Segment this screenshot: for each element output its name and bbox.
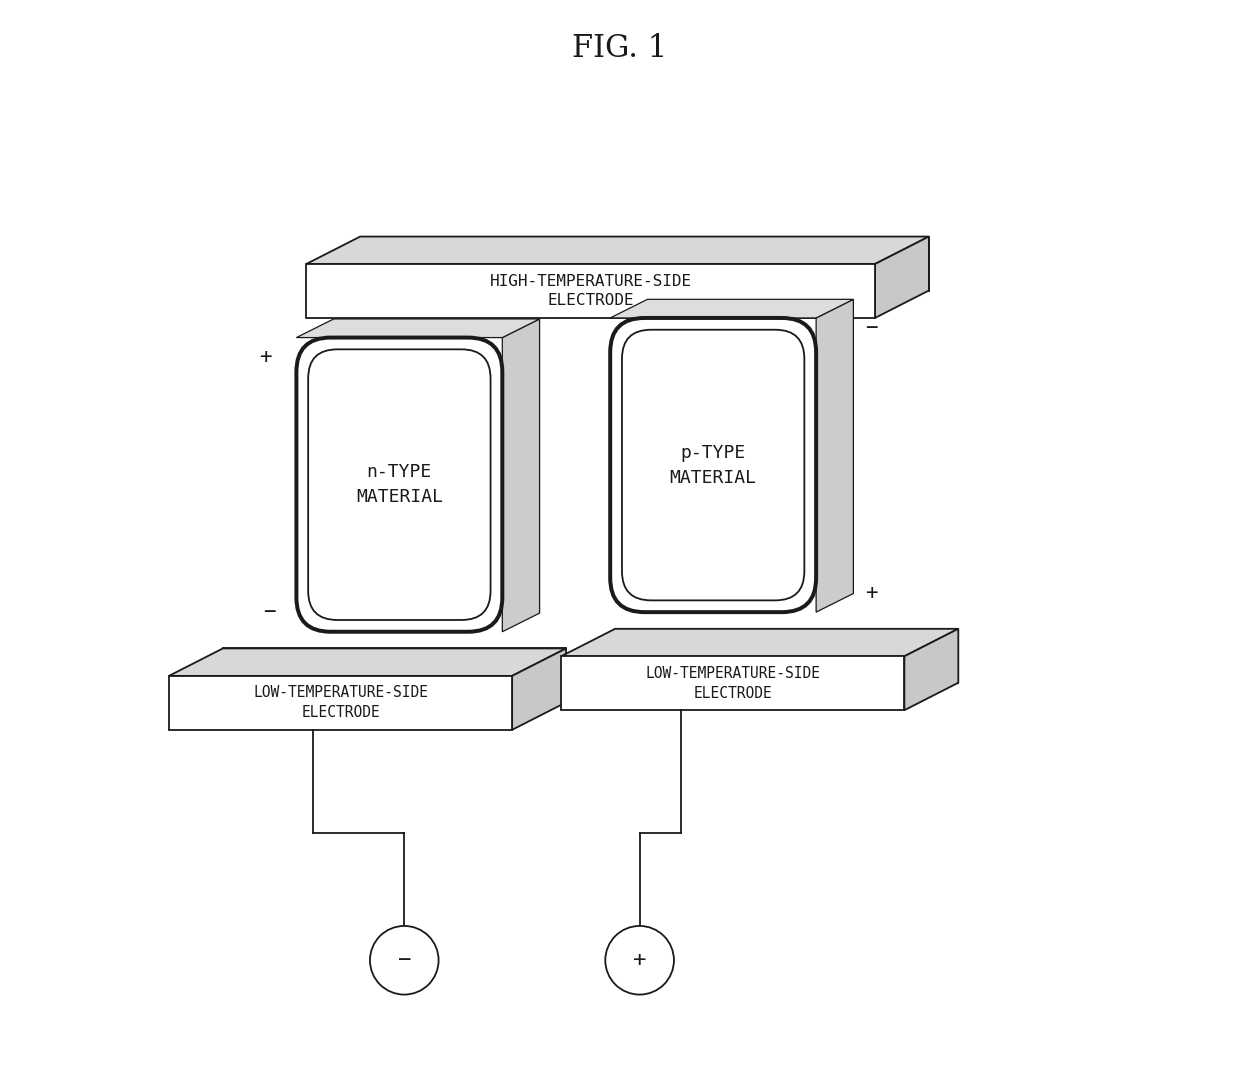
Polygon shape bbox=[512, 649, 567, 729]
Polygon shape bbox=[904, 628, 959, 710]
Text: FIG. 1: FIG. 1 bbox=[573, 33, 667, 64]
Polygon shape bbox=[502, 318, 539, 632]
Polygon shape bbox=[296, 318, 539, 338]
Text: −: − bbox=[263, 602, 275, 622]
Polygon shape bbox=[306, 237, 929, 264]
Polygon shape bbox=[169, 649, 567, 676]
Polygon shape bbox=[360, 237, 929, 290]
Polygon shape bbox=[875, 237, 929, 318]
FancyBboxPatch shape bbox=[309, 349, 491, 620]
FancyBboxPatch shape bbox=[296, 338, 502, 632]
Text: +: + bbox=[259, 347, 272, 367]
Polygon shape bbox=[306, 264, 875, 318]
Circle shape bbox=[605, 926, 673, 995]
Text: LOW-TEMPERATURE-SIDE
ELECTRODE: LOW-TEMPERATURE-SIDE ELECTRODE bbox=[253, 686, 428, 721]
Text: −: − bbox=[398, 950, 410, 971]
Text: p-TYPE
MATERIAL: p-TYPE MATERIAL bbox=[670, 443, 756, 487]
Circle shape bbox=[370, 926, 439, 995]
Text: +: + bbox=[864, 583, 878, 602]
FancyBboxPatch shape bbox=[610, 318, 816, 612]
Polygon shape bbox=[169, 676, 512, 729]
FancyBboxPatch shape bbox=[622, 329, 805, 600]
Text: +: + bbox=[632, 950, 646, 971]
Polygon shape bbox=[562, 628, 959, 657]
Text: n-TYPE
MATERIAL: n-TYPE MATERIAL bbox=[356, 463, 443, 507]
Text: −: − bbox=[864, 317, 878, 338]
Polygon shape bbox=[223, 649, 567, 702]
Text: LOW-TEMPERATURE-SIDE
ELECTRODE: LOW-TEMPERATURE-SIDE ELECTRODE bbox=[645, 666, 821, 701]
Polygon shape bbox=[562, 657, 904, 710]
Polygon shape bbox=[615, 628, 959, 683]
Polygon shape bbox=[610, 299, 853, 318]
Polygon shape bbox=[816, 299, 853, 612]
Text: HIGH-TEMPERATURE-SIDE
ELECTRODE: HIGH-TEMPERATURE-SIDE ELECTRODE bbox=[490, 274, 692, 309]
